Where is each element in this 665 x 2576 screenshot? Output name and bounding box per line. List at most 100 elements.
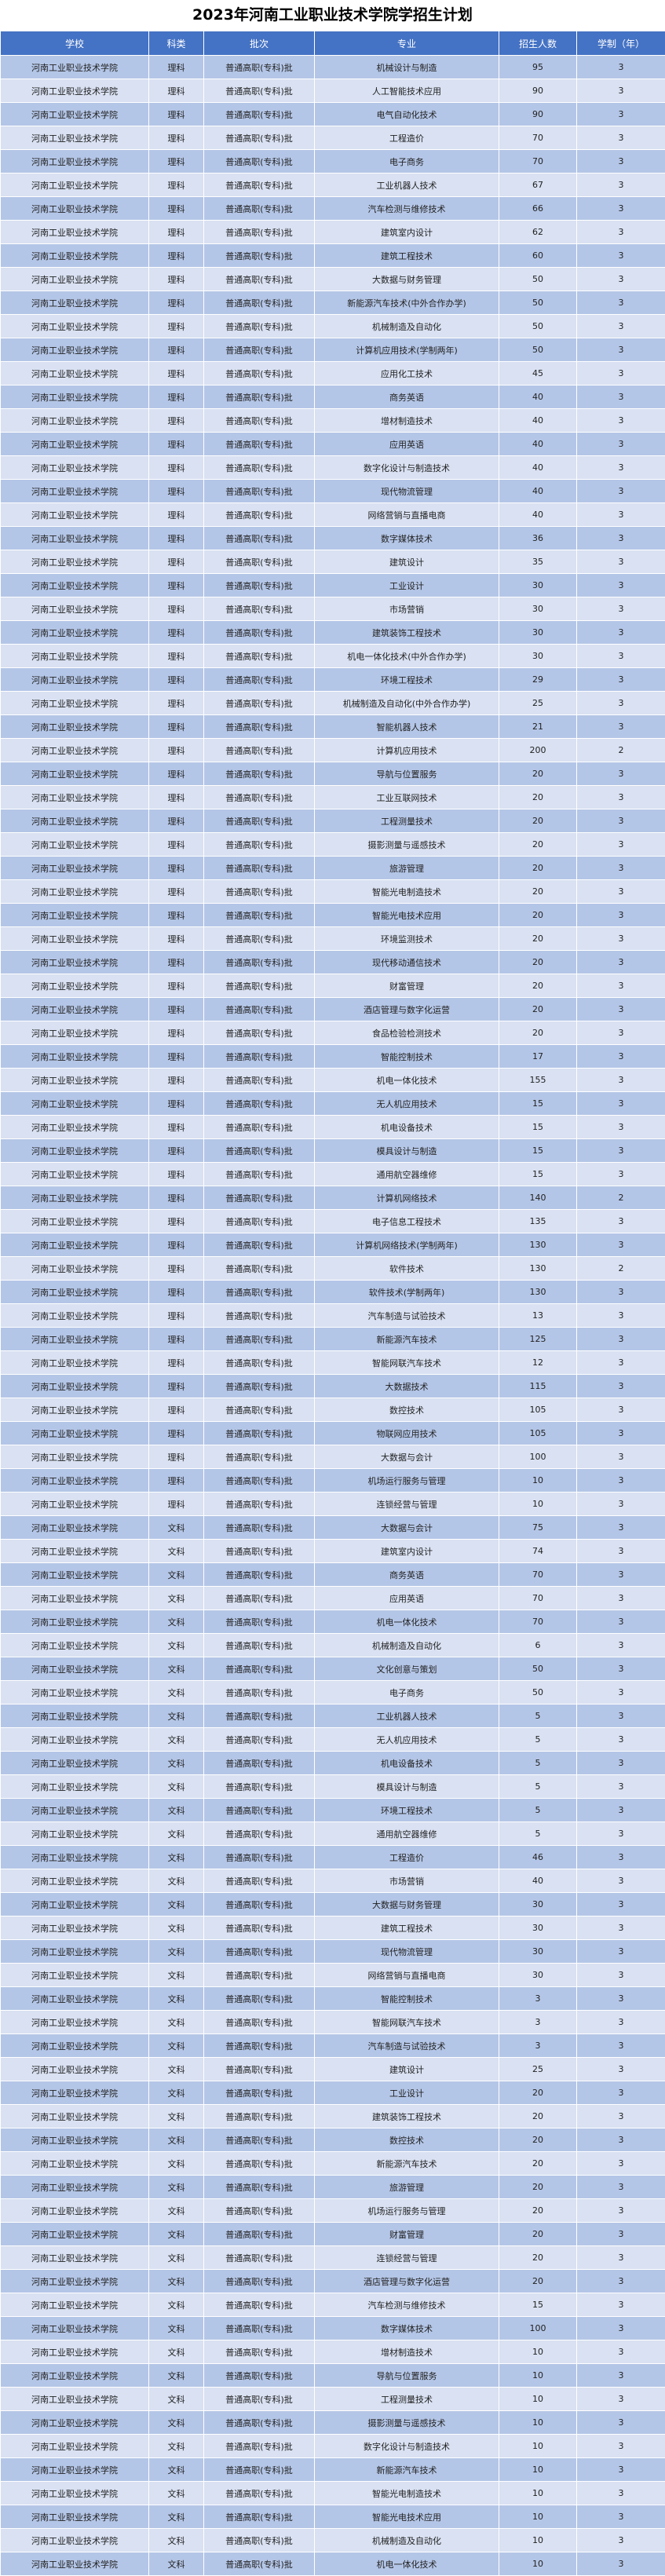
batch-cell: 普通高职(专科)批 xyxy=(204,480,315,503)
major-cell: 现代物流管理 xyxy=(315,1940,499,1964)
major-cell: 食品检验检测技术 xyxy=(315,1021,499,1045)
major-cell: 电气自动化技术 xyxy=(315,103,499,126)
category-cell: 理科 xyxy=(149,809,204,833)
batch-cell: 普通高职(专科)批 xyxy=(204,1987,315,2011)
enrollment-cell: 40 xyxy=(499,480,577,503)
batch-cell: 普通高职(专科)批 xyxy=(204,550,315,574)
category-cell: 文科 xyxy=(149,1587,204,1610)
enrollment-cell: 70 xyxy=(499,150,577,174)
duration-cell: 3 xyxy=(577,927,665,951)
school-cell: 河南工业职业技术学院 xyxy=(1,2552,149,2576)
major-cell: 数控技术 xyxy=(315,2128,499,2152)
major-cell: 摄影测量与遥感技术 xyxy=(315,2411,499,2435)
major-cell: 机电一体化技术 xyxy=(315,1610,499,1634)
category-cell: 文科 xyxy=(149,2505,204,2529)
school-cell: 河南工业职业技术学院 xyxy=(1,1728,149,1752)
category-cell: 理科 xyxy=(149,1328,204,1351)
enrollment-cell: 100 xyxy=(499,2317,577,2340)
batch-cell: 普通高职(专科)批 xyxy=(204,880,315,904)
batch-cell: 普通高职(专科)批 xyxy=(204,2058,315,2081)
enrollment-cell: 29 xyxy=(499,668,577,692)
school-cell: 河南工业职业技术学院 xyxy=(1,480,149,503)
duration-cell: 3 xyxy=(577,244,665,268)
batch-cell: 普通高职(专科)批 xyxy=(204,2458,315,2482)
enrollment-cell: 67 xyxy=(499,174,577,197)
school-cell: 河南工业职业技术学院 xyxy=(1,315,149,338)
enrollment-cell: 130 xyxy=(499,1233,577,1257)
duration-cell: 3 xyxy=(577,1634,665,1657)
batch-cell: 普通高职(专科)批 xyxy=(204,1021,315,1045)
major-cell: 工程测量技术 xyxy=(315,809,499,833)
duration-cell: 3 xyxy=(577,621,665,645)
duration-cell: 3 xyxy=(577,56,665,79)
batch-cell: 普通高职(专科)批 xyxy=(204,1328,315,1351)
school-cell: 河南工业职业技术学院 xyxy=(1,1092,149,1116)
school-cell: 河南工业职业技术学院 xyxy=(1,2340,149,2364)
batch-cell: 普通高职(专科)批 xyxy=(204,1940,315,1964)
school-cell: 河南工业职业技术学院 xyxy=(1,1163,149,1186)
school-cell: 河南工业职业技术学院 xyxy=(1,1116,149,1139)
category-cell: 理科 xyxy=(149,1092,204,1116)
major-cell: 商务英语 xyxy=(315,385,499,409)
major-cell: 大数据与会计 xyxy=(315,1516,499,1540)
category-cell: 理科 xyxy=(149,1257,204,1281)
batch-cell: 普通高职(专科)批 xyxy=(204,433,315,456)
category-cell: 文科 xyxy=(149,2552,204,2576)
enrollment-cell: 10 xyxy=(499,2435,577,2458)
duration-cell: 3 xyxy=(577,1657,665,1681)
duration-cell: 3 xyxy=(577,291,665,315)
major-cell: 数字化设计与制造技术 xyxy=(315,2435,499,2458)
duration-cell: 3 xyxy=(577,2529,665,2552)
major-cell: 建筑工程技术 xyxy=(315,244,499,268)
enrollment-cell: 20 xyxy=(499,904,577,927)
category-cell: 理科 xyxy=(149,715,204,739)
duration-cell: 3 xyxy=(577,197,665,221)
duration-cell: 3 xyxy=(577,2340,665,2364)
enrollment-cell: 20 xyxy=(499,2152,577,2176)
duration-cell: 3 xyxy=(577,503,665,527)
batch-cell: 普通高职(专科)批 xyxy=(204,1634,315,1657)
duration-cell: 3 xyxy=(577,668,665,692)
category-cell: 理科 xyxy=(149,857,204,880)
duration-cell: 3 xyxy=(577,150,665,174)
category-cell: 理科 xyxy=(149,221,204,244)
enrollment-cell: 20 xyxy=(499,998,577,1021)
school-cell: 河南工业职业技术学院 xyxy=(1,786,149,809)
batch-cell: 普通高职(专科)批 xyxy=(204,2293,315,2317)
category-cell: 理科 xyxy=(149,974,204,998)
major-cell: 现代移动通信技术 xyxy=(315,951,499,974)
category-cell: 理科 xyxy=(149,645,204,668)
duration-cell: 3 xyxy=(577,597,665,621)
batch-cell: 普通高职(专科)批 xyxy=(204,1964,315,1987)
school-cell: 河南工业职业技术学院 xyxy=(1,338,149,362)
batch-cell: 普通高职(专科)批 xyxy=(204,1139,315,1163)
school-cell: 河南工业职业技术学院 xyxy=(1,527,149,550)
batch-cell: 普通高职(专科)批 xyxy=(204,1351,315,1375)
category-cell: 理科 xyxy=(149,1021,204,1045)
duration-cell: 3 xyxy=(577,2388,665,2411)
major-cell: 智能网联汽车技术 xyxy=(315,1351,499,1375)
category-cell: 文科 xyxy=(149,1728,204,1752)
major-cell: 增材制造技术 xyxy=(315,409,499,433)
category-cell: 文科 xyxy=(149,2152,204,2176)
category-cell: 理科 xyxy=(149,385,204,409)
batch-cell: 普通高职(专科)批 xyxy=(204,1752,315,1775)
category-cell: 理科 xyxy=(149,456,204,480)
category-cell: 理科 xyxy=(149,244,204,268)
school-cell: 河南工业职业技术学院 xyxy=(1,1610,149,1634)
batch-cell: 普通高职(专科)批 xyxy=(204,2482,315,2505)
batch-cell: 普通高职(专科)批 xyxy=(204,2317,315,2340)
enrollment-table: 学校 科类 批次 专业 招生人数 学制（年） 河南工业职业技术学院理科普通高职(… xyxy=(0,31,665,2576)
